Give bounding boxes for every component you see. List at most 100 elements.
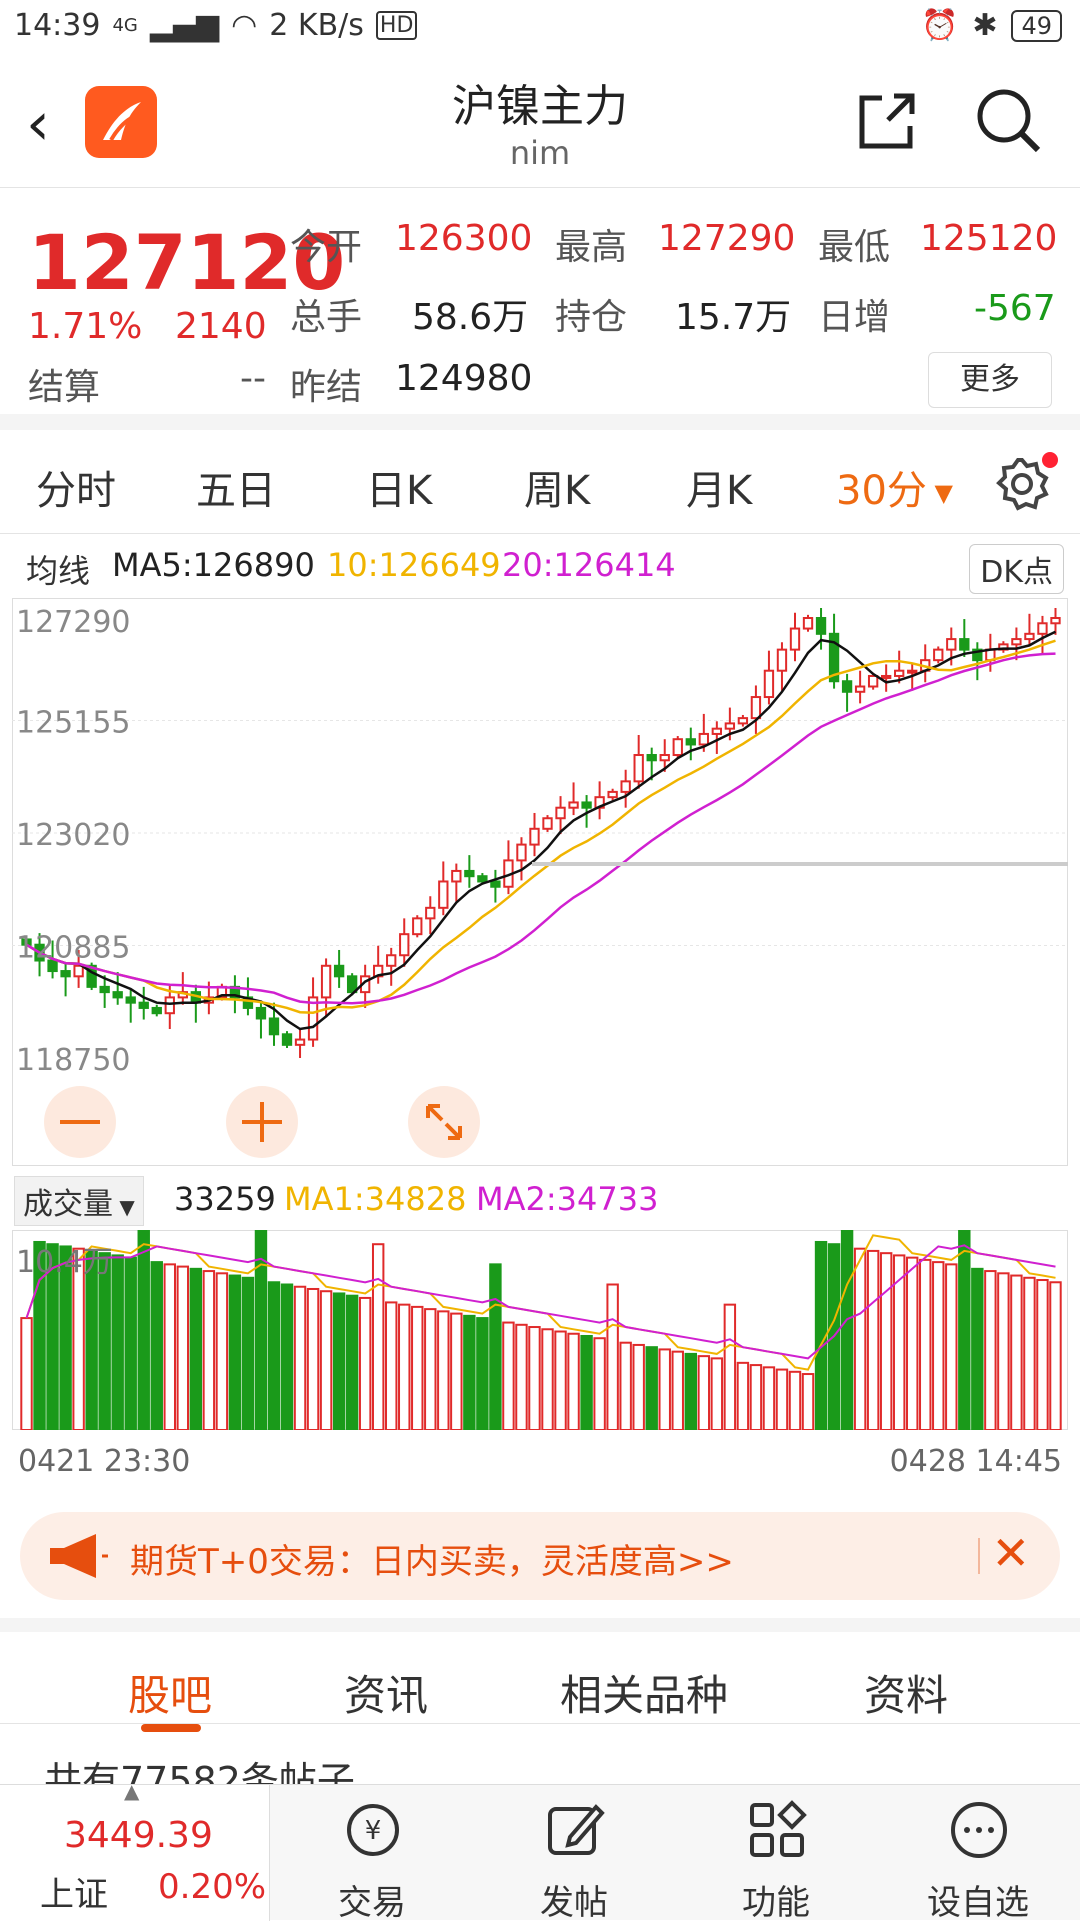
active-tab-indicator [141,1724,201,1732]
features-button[interactable]: 功能 [676,1785,876,1923]
volume-bar [541,1328,554,1430]
candle [867,672,879,690]
candle [177,972,188,1005]
gear-icon[interactable] [994,452,1058,516]
close-icon[interactable]: ✕ [991,1526,1030,1580]
volume-bar [450,1312,463,1430]
tab-intraday[interactable]: 分时 [36,468,116,514]
volume-bar [1010,1274,1023,1430]
hd-icon: HD [375,11,418,40]
trade-button[interactable]: ¥ 交易 [272,1785,472,1923]
promo-banner[interactable]: 期货T+0交易：日内买卖，灵活度高>> ✕ [20,1512,1060,1600]
candle [399,918,410,967]
tab-five-day[interactable]: 五日 [196,468,276,514]
volume-bar [658,1348,671,1430]
y-tick-label: 125155 [16,706,131,741]
candle [594,781,605,820]
tab-monthly-k[interactable]: 月K [686,468,753,514]
volume-bar [189,1267,203,1430]
volume-bar [840,1230,854,1430]
notification-dot [1042,452,1058,468]
more-button[interactable]: 更多 [928,352,1052,408]
settle-value: -- [240,358,266,399]
change-value: 2140 [175,306,267,347]
volume-bar [606,1283,619,1430]
tab-weekly-k[interactable]: 周K [524,468,591,514]
status-bar: 14:39 4G ▂▄▆ ◠ 2 KB/s HD ⏰ ✱ 49 [0,0,1080,56]
period-tabs: 分时 五日 日K 周K 月K 30分 ▼ [0,430,1080,534]
promo-divider [978,1538,980,1574]
volume-bar [215,1272,229,1430]
volume-bar [267,1281,281,1430]
candlestick-chart[interactable]: 127290 125155 123020 120885 118750 [12,598,1068,1166]
tab-guba[interactable]: 股吧 [128,1671,213,1720]
volume-bar [385,1301,398,1430]
volume-bar [111,1254,124,1430]
caret-down-icon: ▼ [113,1195,135,1219]
dk-point-button[interactable]: DK点 [969,544,1064,594]
candle [880,664,892,692]
tab-profile[interactable]: 资料 [864,1671,949,1720]
change-pct: 1.71% [28,306,143,347]
volume-bar [671,1350,684,1430]
candle [438,861,449,916]
low-value: 125120 [920,218,1058,259]
post-button[interactable]: 发帖 [474,1785,674,1923]
share-icon[interactable] [852,86,922,156]
candle [763,650,775,705]
candle [998,641,1009,653]
search-icon[interactable] [974,86,1044,156]
volume-label: 总手 [290,297,363,338]
candle [815,608,827,650]
open-value: 126300 [395,218,533,259]
index-value: 3449.39 [64,1815,213,1856]
candle [607,788,618,801]
candle [633,734,644,789]
tab-news[interactable]: 资讯 [344,1671,429,1720]
tab-30min[interactable]: 30分 ▼ [836,458,953,516]
tab-30min-label: 30分 [836,468,927,514]
candle [164,985,175,1030]
zoom-in-button[interactable] [226,1086,298,1158]
volume-chart: 10.4万 [12,1230,1068,1430]
volume-ma1: MA1:34828 [284,1180,467,1218]
candle [1037,615,1048,654]
volume-bar [528,1326,541,1430]
volume-bar [124,1256,137,1430]
volume-bar [801,1373,815,1430]
volume-selector[interactable]: 成交量 ▼ [14,1176,144,1226]
volume-bar [241,1276,255,1430]
candle [151,1004,162,1017]
fullscreen-icon[interactable] [408,1086,480,1158]
candle [1011,627,1022,661]
candle [242,977,254,1016]
volume-bar [684,1352,697,1430]
prev-settle-label: 昨结 [290,367,363,408]
candle [386,947,397,986]
candle [281,1031,293,1048]
app-header: ‹ 沪镍主力 nim [0,56,1080,188]
volume-bar [593,1337,606,1430]
back-icon[interactable]: ‹ [26,89,50,159]
volume-bar [293,1285,307,1430]
tab-daily-k[interactable]: 日K [366,468,433,514]
volume-bar [163,1263,176,1430]
zoom-out-button[interactable] [44,1086,116,1158]
candle [646,747,657,781]
volume-bar [228,1274,242,1430]
ma20-line [25,652,1056,1005]
candle [776,642,788,691]
volume-bar [345,1294,359,1430]
ma5-value: MA5:126890 [112,546,315,584]
quote-panel: 127120 1.71% 2140 结算 -- 今开 126300 最高 127… [0,188,1080,430]
volume-bar [137,1230,150,1430]
volume-bar [723,1303,737,1430]
tab-related[interactable]: 相关品种 [560,1671,729,1720]
add-watchlist-button[interactable]: 设自选 [878,1785,1078,1923]
candle [959,619,970,658]
volume-bar [72,1247,85,1430]
volume-bar [906,1256,919,1430]
volume-bar [280,1283,294,1430]
volume-top-tick: 10.4万 [16,1245,113,1280]
index-ticker[interactable]: ▲ 3449.39 上证 0.20% [0,1779,270,1921]
